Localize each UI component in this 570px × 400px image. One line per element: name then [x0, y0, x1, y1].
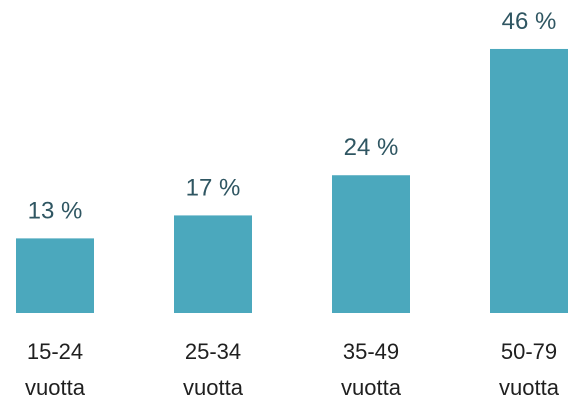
category-label: 50-79 vuotta: [499, 339, 559, 400]
category-label: 25-34 vuotta: [183, 339, 243, 400]
value-label: 13 %: [28, 197, 83, 224]
value-label: 24 %: [344, 134, 399, 161]
bar: [174, 215, 252, 313]
bar: [16, 238, 94, 313]
plot: 13 % 17 % 24 % 46 %: [16, 8, 568, 314]
value-label: 46 %: [502, 8, 557, 35]
category-label: 35-49 vuotta: [341, 339, 401, 400]
value-label: 17 %: [186, 174, 241, 201]
bar: [490, 48, 568, 314]
bar: [332, 175, 410, 313]
category-label: 15-24 vuotta: [25, 339, 85, 400]
